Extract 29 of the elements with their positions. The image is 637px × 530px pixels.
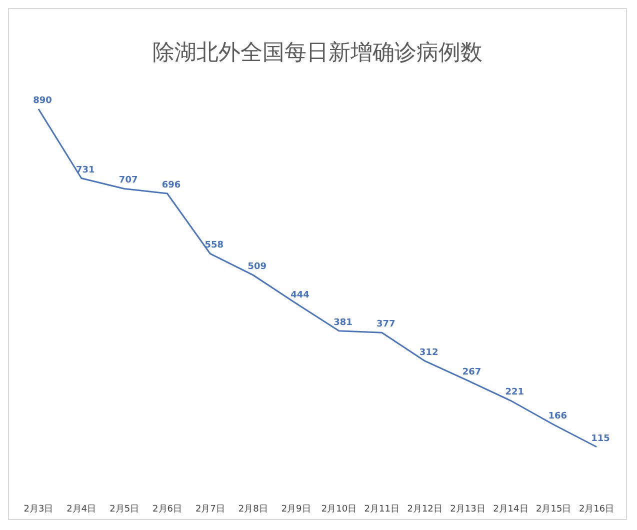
x-tick-label: 2月7日 (195, 504, 225, 514)
x-tick-label: 2月8日 (238, 504, 268, 514)
data-label: 509 (248, 262, 267, 272)
x-tick-label: 2月9日 (281, 504, 311, 514)
x-tick-label: 2月3日 (24, 504, 54, 514)
x-tick-label: 2月10日 (321, 504, 357, 514)
x-tick-label: 2月5日 (110, 504, 140, 514)
x-tick-label: 2月6日 (152, 504, 182, 514)
data-label: 707 (118, 176, 138, 186)
data-label: 377 (376, 320, 396, 330)
data-label: 312 (419, 348, 438, 358)
data-label: 558 (204, 240, 224, 251)
x-tick-label: 2月12日 (407, 504, 442, 514)
data-label: 890 (33, 96, 52, 106)
data-label: 267 (462, 368, 482, 378)
data-label: 381 (334, 318, 352, 328)
data-label: 166 (548, 412, 568, 422)
x-tick-label: 2月15日 (536, 504, 572, 514)
chart-title: 除湖北外全国每日新增确诊病例数 (152, 40, 482, 66)
data-label: 696 (162, 180, 181, 191)
data-label: 115 (591, 434, 610, 444)
x-tick-label: 2月11日 (364, 504, 400, 514)
x-tick-label: 2月14日 (493, 504, 528, 514)
data-label: 731 (76, 165, 95, 176)
x-tick-label: 2月13日 (450, 504, 486, 514)
x-tick-label: 2月4日 (66, 504, 96, 514)
data-label: 444 (290, 290, 310, 300)
x-tick-label: 2月16日 (578, 504, 614, 514)
data-label: 221 (505, 388, 524, 398)
